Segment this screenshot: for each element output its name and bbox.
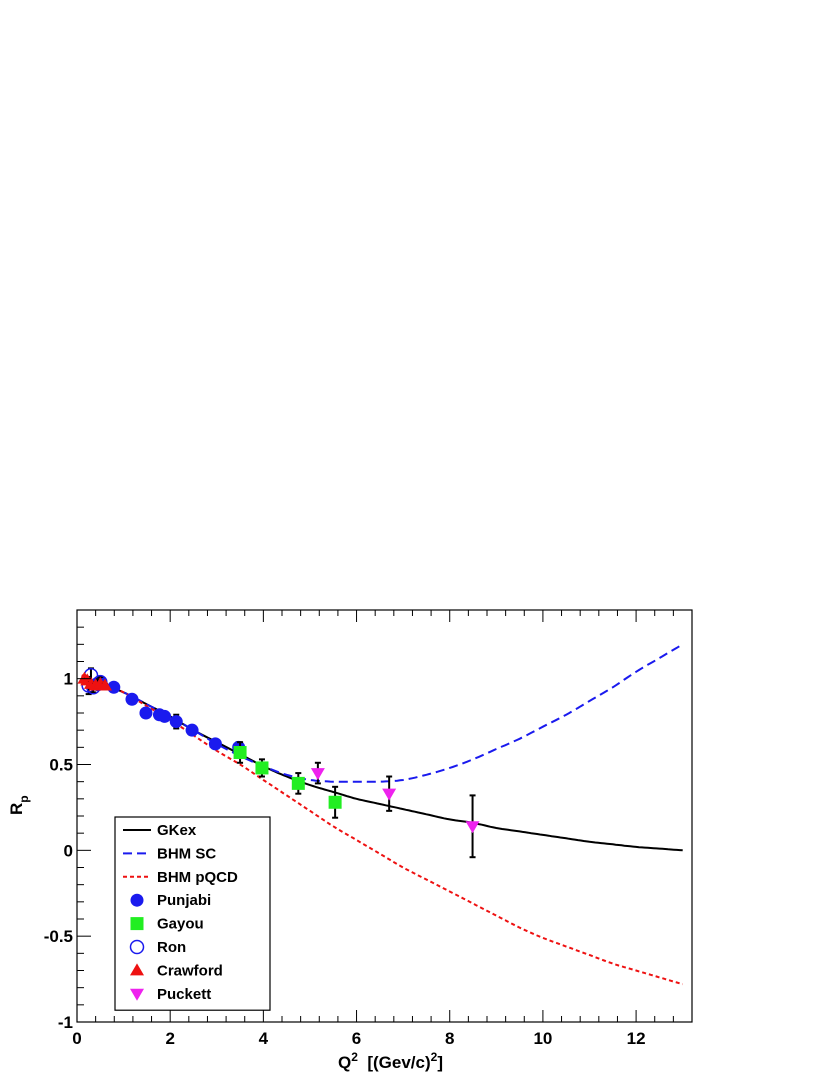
legend-entry-bhm-sc: BHM SC bbox=[123, 845, 216, 862]
data-point bbox=[382, 788, 397, 801]
y-tick-label: -0.5 bbox=[44, 927, 73, 946]
data-point bbox=[328, 795, 342, 809]
legend-marker-swatch bbox=[130, 917, 144, 931]
data-point bbox=[97, 678, 112, 691]
legend-entry-ron: Ron bbox=[129, 939, 186, 956]
curve-bhm-sc bbox=[81, 643, 684, 783]
legend-label: Punjabi bbox=[157, 892, 211, 909]
points-layer bbox=[77, 667, 480, 859]
legend-box bbox=[114, 816, 271, 1011]
legend-label: BHM SC bbox=[157, 845, 216, 862]
x-tick-label: 10 bbox=[533, 1029, 552, 1048]
data-point bbox=[125, 692, 139, 706]
legend-label: Puckett bbox=[157, 986, 211, 1003]
x-tick-label: 8 bbox=[445, 1029, 454, 1048]
data-point bbox=[233, 745, 247, 759]
legend-entry-gkex: GKex bbox=[123, 822, 197, 839]
legend: GKex BHM SC BHM pQCD Punjabi Gayou Ron Crawfor… bbox=[114, 816, 271, 1011]
series-puckett bbox=[310, 761, 480, 859]
data-point bbox=[158, 709, 172, 723]
legend-marker-swatch bbox=[129, 939, 145, 955]
y-axis-title: Rp bbox=[7, 795, 31, 815]
legend-entry-puckett: Puckett bbox=[130, 986, 211, 1003]
series-gayou bbox=[233, 741, 342, 819]
data-point bbox=[291, 776, 305, 790]
data-point bbox=[465, 821, 480, 834]
data-point bbox=[255, 761, 269, 775]
data-point bbox=[310, 768, 325, 781]
data-point bbox=[169, 715, 183, 729]
legend-label: Ron bbox=[157, 939, 186, 956]
y-tick-label: 0 bbox=[64, 841, 73, 860]
legend-marker-swatch bbox=[130, 963, 144, 976]
legend-entry-crawford: Crawford bbox=[130, 962, 223, 979]
legend-marker-swatch bbox=[130, 988, 144, 1001]
y-tick-label: 1 bbox=[64, 670, 73, 689]
series-punjabi bbox=[93, 675, 246, 754]
data-point bbox=[139, 706, 153, 720]
x-tick-label: 2 bbox=[165, 1029, 174, 1048]
legend-label: GKex bbox=[157, 822, 197, 839]
x-tick-label: 4 bbox=[259, 1029, 269, 1048]
legend-label: Gayou bbox=[157, 916, 204, 933]
legend-entry-bhm-pqcd: BHM pQCD bbox=[123, 869, 238, 886]
y-tick-label: 0.5 bbox=[49, 756, 73, 775]
axes-layer: 0 2 4 6 8 10 12 -1 -0.5 0 0.5 1 bbox=[44, 609, 693, 1048]
legend-entry-gayou: Gayou bbox=[130, 916, 204, 933]
legend-marker-swatch bbox=[130, 893, 144, 907]
legend-entry-punjabi: Punjabi bbox=[130, 892, 211, 909]
legend-label: Crawford bbox=[157, 962, 223, 979]
data-point bbox=[185, 723, 199, 737]
legend-label: BHM pQCD bbox=[157, 869, 238, 886]
x-tick-label: 6 bbox=[352, 1029, 361, 1048]
x-tick-label: 12 bbox=[627, 1029, 646, 1048]
data-point bbox=[208, 737, 222, 751]
x-axis-title: Q2 [(Gev/c)2] bbox=[338, 1050, 443, 1072]
x-tick-label: 0 bbox=[72, 1029, 81, 1048]
y-tick-label: -1 bbox=[58, 1013, 73, 1032]
